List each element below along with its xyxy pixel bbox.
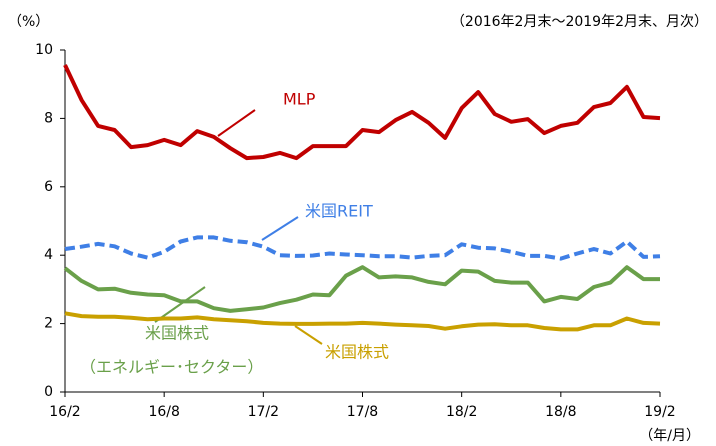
y-tick-label: 0 <box>44 384 53 400</box>
y-tick-label: 4 <box>44 247 53 263</box>
series-line <box>63 64 661 161</box>
y-unit-label: （%） <box>8 14 49 30</box>
x-tick-label: 16/2 <box>49 404 80 420</box>
y-tick-label: 10 <box>35 42 53 58</box>
series-line <box>64 311 661 332</box>
series-line <box>63 265 660 313</box>
y-tick-label: 6 <box>44 179 53 195</box>
series-label: 米国REIT <box>305 202 373 221</box>
subtitle: （2016年2月末～2019年2月末、月次） <box>451 14 708 30</box>
y-tick-label: 8 <box>44 110 53 126</box>
x-tick-label: 17/2 <box>248 404 279 420</box>
series-label: MLP <box>283 90 316 109</box>
label-leader <box>154 286 206 323</box>
x-tick-label: 19/2 <box>644 404 675 420</box>
series-line <box>64 235 661 261</box>
label-leader <box>217 109 256 137</box>
x-tick-label: 18/2 <box>446 404 477 420</box>
series-sublabel: （エネルギー･セクター） <box>80 358 263 377</box>
series-label: 米国株式 <box>325 343 389 362</box>
x-tick-label: 17/8 <box>347 404 378 420</box>
x-unit-label: （年/月） <box>639 428 700 444</box>
label-leader <box>294 325 323 345</box>
series-label: 米国株式 <box>145 324 209 343</box>
x-tick-label: 16/8 <box>148 404 179 420</box>
label-leader <box>261 216 299 241</box>
y-tick-label: 2 <box>44 316 53 332</box>
x-tick-label: 18/8 <box>545 404 576 420</box>
